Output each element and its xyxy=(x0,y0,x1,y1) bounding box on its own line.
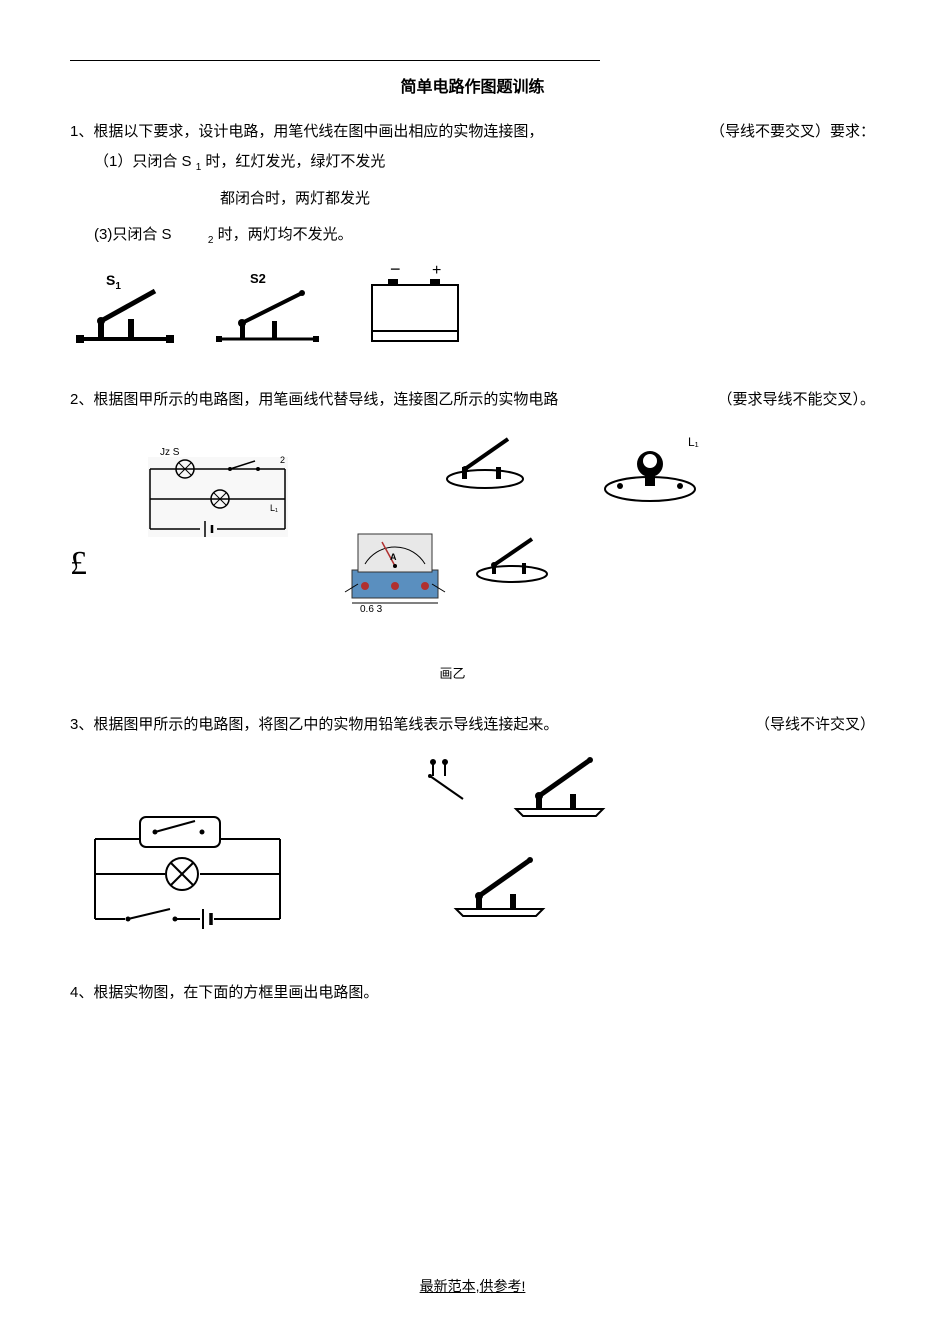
switch-q2a-icon xyxy=(440,429,530,489)
q3-figure xyxy=(70,754,875,944)
q4-main: 4、根据实物图，在下面的方框里画出电路图。 xyxy=(70,984,378,1001)
ammeter-icon: A 0.6 3 xyxy=(340,524,450,614)
q1-sub3: (3)只闭合 S 2 时，两灯均不发光。 xyxy=(70,220,875,251)
q1-sub1: （1）只闭合 S 1 时，红灯发光，绿灯不发光 xyxy=(70,147,875,178)
q1-sub1-sub: 1 xyxy=(196,162,202,173)
header-rule xyxy=(70,60,600,61)
battery-icon: − + xyxy=(360,261,470,351)
switch-q3a-icon xyxy=(508,754,613,824)
q2-main: 2、根据图甲所示的电路图，用笔画线代替导线，连接图乙所示的实物电路 xyxy=(70,385,697,415)
q1-note: （导线不要交叉）要求： xyxy=(710,117,875,147)
q1-line: 1、根据以下要求，设计电路，用笔代线在图中画出相应的实物连接图， （导线不要交叉… xyxy=(70,117,875,147)
switch-s2-icon: S2 xyxy=(210,271,330,351)
q2-line: 2、根据图甲所示的电路图，用笔画线代替导线，连接图乙所示的实物电路 （要求导线不… xyxy=(70,385,875,415)
svg-text:Jz S: Jz S xyxy=(160,447,180,458)
schematic-q3-icon xyxy=(80,809,300,939)
q3-line: 3、根据图甲所示的电路图，将图乙中的实物用铅笔线表示导线连接起来。 （导线不许交… xyxy=(70,710,875,740)
footer-text: 最新范本,供参考! xyxy=(0,1276,945,1296)
q1-sub3-sub: 2 xyxy=(208,235,214,246)
svg-text:−: − xyxy=(390,261,401,279)
q1-figure: S1 S2 − + xyxy=(70,261,875,351)
s2-label: S2 xyxy=(250,271,266,286)
q2-figure: Jz S 2 L₁ L₁ xyxy=(70,429,875,629)
switch-q3b-icon xyxy=(448,854,553,924)
svg-text:+: + xyxy=(432,262,441,279)
q3-note: （导线不许交叉） xyxy=(755,710,875,740)
svg-text:L₁: L₁ xyxy=(688,435,699,449)
s1-label: S1 xyxy=(106,272,121,292)
q1-sub2: 都闭合时，两灯都发光 xyxy=(70,184,875,214)
q1-sub1-post: 时，红灯发光，绿灯不发光 xyxy=(205,153,385,170)
svg-text:L₁: L₁ xyxy=(270,503,278,513)
q2-caption: 画乙 xyxy=(30,663,875,682)
q1-sub3-post: 时，两灯均不发光。 xyxy=(218,226,353,243)
q2-note: （要求导线不能交叉）。 xyxy=(717,385,875,415)
q3-main: 3、根据图甲所示的电路图，将图乙中的实物用铅笔线表示导线连接起来。 xyxy=(70,710,735,740)
q1-main: 1、根据以下要求，设计电路，用笔代线在图中画出相应的实物连接图， xyxy=(70,117,690,147)
svg-text:2: 2 xyxy=(280,455,285,465)
svg-text:A: A xyxy=(390,552,397,562)
svg-text:0.6 3: 0.6 3 xyxy=(360,604,383,614)
page-title: 简单电路作图题训练 xyxy=(70,73,875,97)
bulb-l1-icon: L₁ xyxy=(600,434,710,504)
q1-sub1-pre: （1）只闭合 S xyxy=(94,153,192,170)
mini-switch-icon xyxy=(415,754,485,809)
schematic-q2-icon: Jz S 2 L₁ xyxy=(130,439,310,559)
switch-q2b-icon xyxy=(470,529,555,584)
q4-line: 4、根据实物图，在下面的方框里画出电路图。 xyxy=(70,978,875,1008)
q1-sub3-pre: (3)只闭合 S xyxy=(94,226,172,243)
switch-s1-icon: S1 xyxy=(70,271,180,351)
